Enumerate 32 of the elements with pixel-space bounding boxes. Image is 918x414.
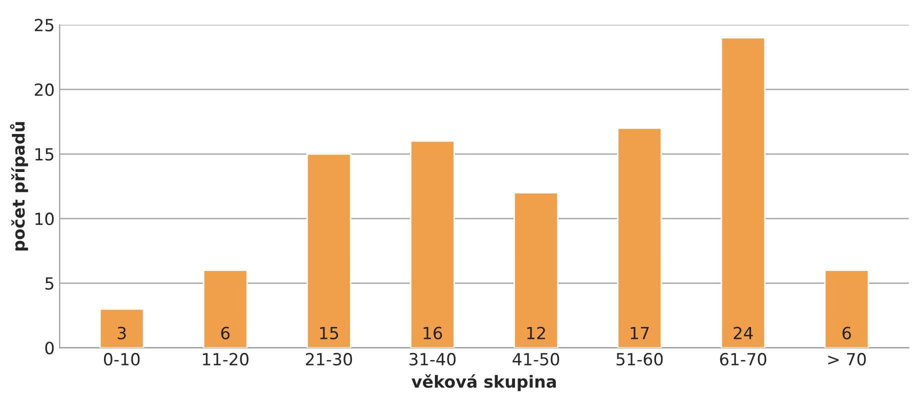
y-tick-label: 10 bbox=[35, 212, 54, 226]
bar bbox=[306, 153, 352, 348]
bar bbox=[824, 270, 870, 348]
data-label: 17 bbox=[630, 326, 649, 340]
data-label: 16 bbox=[424, 326, 442, 340]
x-tick-label: 11-20 bbox=[202, 352, 248, 366]
data-label: 15 bbox=[320, 326, 338, 340]
x-axis-title: věková skupina bbox=[412, 374, 556, 392]
bar bbox=[720, 37, 766, 348]
x-tick-label: 31-40 bbox=[410, 352, 456, 366]
y-tick-label: 25 bbox=[34, 18, 54, 32]
x-tick-label: 0-10 bbox=[104, 352, 140, 366]
data-label: 3 bbox=[118, 326, 126, 340]
bar bbox=[410, 140, 455, 348]
x-tick-label: 61-70 bbox=[720, 352, 766, 366]
bar bbox=[617, 127, 662, 348]
data-label: 6 bbox=[221, 326, 230, 340]
x-tick-label: 21-30 bbox=[306, 352, 352, 366]
bar bbox=[514, 192, 558, 348]
x-tick-label: 41-50 bbox=[512, 352, 560, 366]
bar bbox=[202, 270, 248, 348]
x-tick-label: > 70 bbox=[828, 352, 866, 366]
y-tick-label: 15 bbox=[35, 148, 54, 161]
data-label: 12 bbox=[527, 326, 545, 340]
data-label: 24 bbox=[734, 326, 753, 340]
y-tick-label: 0 bbox=[45, 342, 54, 354]
bar bbox=[99, 308, 144, 348]
x-tick-label: 51-60 bbox=[616, 352, 663, 366]
y-tick-label: 20 bbox=[34, 83, 54, 96]
data-label: 6 bbox=[842, 326, 851, 340]
y-tick-label: 5 bbox=[45, 277, 54, 290]
y-axis-title: počet případů bbox=[10, 122, 28, 250]
